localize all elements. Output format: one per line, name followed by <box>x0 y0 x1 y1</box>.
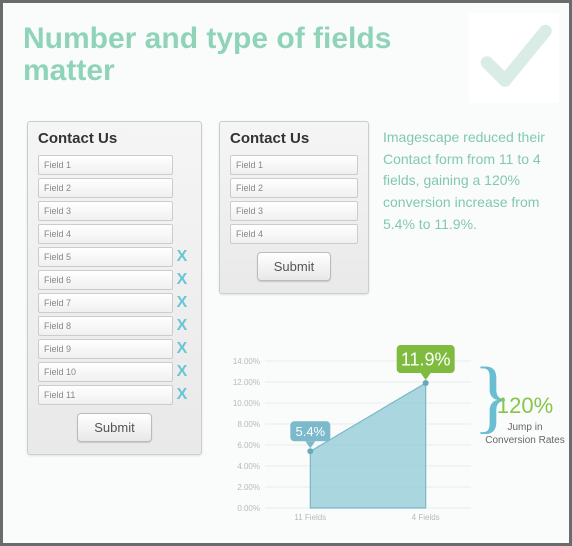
field-row: Field 2 <box>230 178 358 198</box>
jump-text: Jump in Conversion Rates <box>485 421 565 447</box>
field-row: Field 2 <box>38 178 191 198</box>
form-heading: Contact Us <box>38 130 191 147</box>
svg-text:2.00%: 2.00% <box>237 483 260 492</box>
remove-x-icon: X <box>173 386 191 404</box>
text-field[interactable]: Field 1 <box>230 155 358 175</box>
svg-text:4 Fields: 4 Fields <box>412 513 440 522</box>
text-field[interactable]: Field 3 <box>38 201 173 221</box>
remove-x-icon: X <box>173 340 191 358</box>
field-row: Field 4 <box>230 224 358 244</box>
field-row: Field 10X <box>38 362 191 382</box>
remove-x-icon: X <box>173 271 191 289</box>
form-heading: Contact Us <box>230 130 358 147</box>
remove-x-icon: X <box>173 363 191 381</box>
checkmark-icon <box>469 13 559 103</box>
svg-text:0.00%: 0.00% <box>237 504 260 513</box>
form-panel-11-fields: Contact Us Field 1 Field 2 Field 3 Field 4 F… <box>27 121 202 455</box>
svg-text:5.4%: 5.4% <box>295 424 325 439</box>
field-row: Field 9X <box>38 339 191 359</box>
text-field[interactable]: Field 11 <box>38 385 173 405</box>
field-list: Field 1 Field 2 Field 3 Field 4 <box>230 155 358 244</box>
description-text: Imagescape reduced their Contact form fr… <box>383 127 551 235</box>
conversion-chart: 0.00% 2.00% 4.00% 6.00% 8.00% 10.00% 12.00% 14.… <box>221 333 477 528</box>
svg-text:4.00%: 4.00% <box>237 462 260 471</box>
field-row: Field 1 <box>38 155 191 175</box>
field-row: Field 8X <box>38 316 191 336</box>
svg-text:12.00%: 12.00% <box>233 378 260 387</box>
text-field[interactable]: Field 7 <box>38 293 173 313</box>
remove-x-icon: X <box>173 248 191 266</box>
text-field[interactable]: Field 3 <box>230 201 358 221</box>
field-row: Field 3 <box>38 201 191 221</box>
remove-x-icon: X <box>173 317 191 335</box>
text-field[interactable]: Field 2 <box>38 178 173 198</box>
submit-button[interactable]: Submit <box>77 413 151 442</box>
text-field[interactable]: Field 8 <box>38 316 173 336</box>
svg-text:10.00%: 10.00% <box>233 399 260 408</box>
page-title: Number and type of fields matter <box>23 23 463 86</box>
svg-text:11.9%: 11.9% <box>401 350 451 370</box>
text-field[interactable]: Field 5 <box>38 247 173 267</box>
text-field[interactable]: Field 4 <box>230 224 358 244</box>
text-field[interactable]: Field 2 <box>230 178 358 198</box>
text-field[interactable]: Field 1 <box>38 155 173 175</box>
text-field[interactable]: Field 10 <box>38 362 173 382</box>
field-row: Field 11X <box>38 385 191 405</box>
field-row: Field 6X <box>38 270 191 290</box>
jump-callout: 120% Jump in Conversion Rates <box>485 393 565 447</box>
remove-x-icon: X <box>173 294 191 312</box>
text-field[interactable]: Field 6 <box>38 270 173 290</box>
field-row: Field 5X <box>38 247 191 267</box>
field-row: Field 1 <box>230 155 358 175</box>
svg-text:8.00%: 8.00% <box>237 420 260 429</box>
field-row: Field 7X <box>38 293 191 313</box>
infographic-frame: Number and type of fields matter Contact… <box>0 0 572 546</box>
jump-percent: 120% <box>485 393 565 419</box>
svg-text:6.00%: 6.00% <box>237 441 260 450</box>
submit-button[interactable]: Submit <box>257 252 331 281</box>
text-field[interactable]: Field 4 <box>38 224 173 244</box>
field-row: Field 3 <box>230 201 358 221</box>
field-row: Field 4 <box>38 224 191 244</box>
svg-text:14.00%: 14.00% <box>233 357 260 366</box>
svg-text:11 Fields: 11 Fields <box>294 513 326 522</box>
text-field[interactable]: Field 9 <box>38 339 173 359</box>
field-list: Field 1Field 2Field 3Field 4Field 5XFiel… <box>38 155 191 405</box>
form-panel-4-fields: Contact Us Field 1Field 2Field 3Field 4 … <box>219 121 369 294</box>
